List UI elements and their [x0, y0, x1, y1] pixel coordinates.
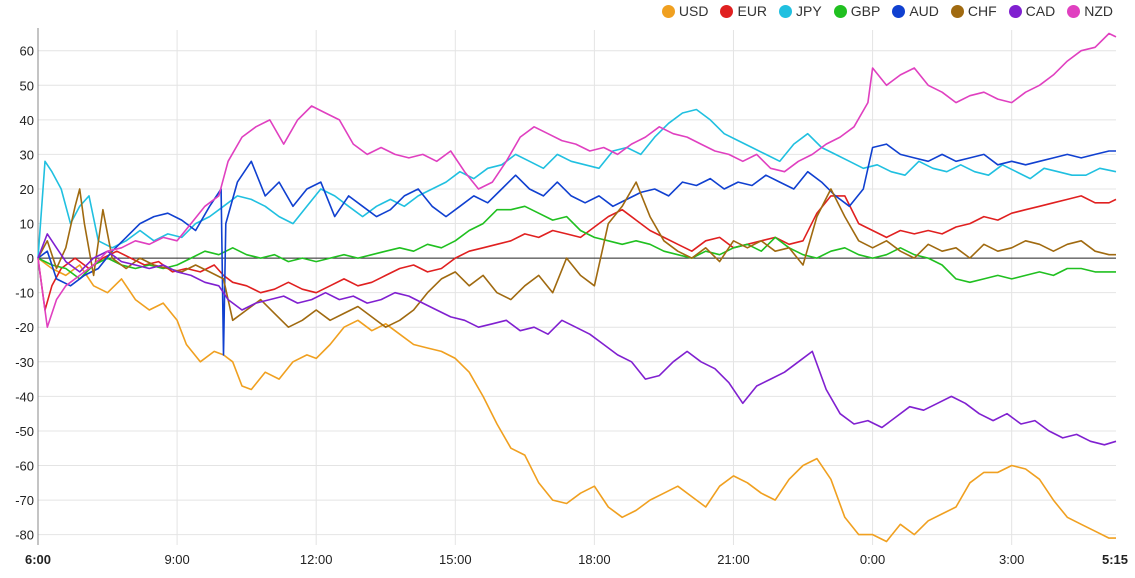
y-tick-label: 40 [20, 113, 34, 128]
legend-item-chf[interactable]: CHF [950, 3, 997, 19]
legend-label: USD [678, 3, 709, 19]
y-tick-label: 30 [20, 147, 34, 162]
y-tick-label: -10 [15, 286, 34, 301]
x-tick-label: 9:00 [164, 552, 189, 567]
x-tick-label: 12:00 [300, 552, 333, 567]
y-tick-label: -20 [15, 320, 34, 335]
legend-item-aud[interactable]: AUD [892, 3, 939, 19]
tick-labels: 60 50 40 30 20 10 0 -10 -20 -30 -40 -50 -60 -70 -80 6:0… [15, 44, 1128, 567]
legend-dot-icon [833, 4, 847, 18]
legend-label: EUR [737, 3, 768, 19]
legend-dot-icon [661, 4, 675, 18]
legend-label: GBP [850, 3, 881, 19]
y-tick-label: -50 [15, 424, 34, 439]
series-line-nzd [37, 32, 1117, 328]
legend-label: CHF [967, 3, 997, 19]
legend-item-gbp[interactable]: GBP [833, 3, 881, 19]
series-line-chf [37, 181, 1116, 328]
legend-dot-icon [950, 4, 964, 18]
y-tick-label: -40 [15, 389, 34, 404]
legend-label: JPY [796, 3, 822, 19]
legend-item-usd[interactable]: USD [661, 3, 709, 19]
y-tick-label: -60 [15, 459, 34, 474]
x-tick-label: 0:00 [860, 552, 885, 567]
x-tick-label: 3:00 [999, 552, 1024, 567]
series-line-jpy [37, 108, 1117, 259]
y-tick-label: 0 [27, 251, 34, 266]
series-lines [37, 32, 1117, 543]
axes [37, 28, 1116, 545]
legend-item-jpy[interactable]: JPY [779, 3, 822, 19]
x-tick-label: 21:00 [717, 552, 750, 567]
legend-dot-icon [892, 4, 906, 18]
legend-dot-icon [1008, 4, 1022, 18]
x-tick-label: 5:15 [1102, 552, 1128, 567]
legend-dot-icon [720, 4, 734, 18]
legend-item-nzd[interactable]: NZD [1067, 3, 1113, 19]
y-tick-label: -30 [15, 355, 34, 370]
y-tick-label: 50 [20, 78, 34, 93]
series-line-gbp [37, 205, 1116, 284]
x-tick-label: 15:00 [439, 552, 472, 567]
series-line-cad [37, 233, 1117, 446]
legend-dot-icon [1067, 4, 1081, 18]
x-tick-label: 6:00 [25, 552, 51, 567]
legend-item-eur[interactable]: EUR [720, 3, 767, 19]
y-tick-label: 60 [20, 44, 34, 59]
legend-item-cad[interactable]: CAD [1008, 3, 1056, 19]
legend-dot-icon [779, 4, 793, 18]
chart-legend: USD EUR JPY GBP AUD CHF CAD NZD [650, 3, 1113, 19]
y-tick-label: -70 [15, 493, 34, 508]
y-tick-label: 10 [20, 217, 34, 232]
series-line-aud [37, 143, 1116, 356]
series-line-usd [37, 257, 1116, 543]
y-tick-label: 20 [20, 182, 34, 197]
x-tick-label: 18:00 [578, 552, 611, 567]
grid-lines [38, 30, 1116, 545]
legend-label: CAD [1025, 3, 1056, 19]
y-tick-label: -80 [15, 528, 34, 543]
legend-label: AUD [909, 3, 939, 19]
legend-label: NZD [1084, 3, 1113, 19]
